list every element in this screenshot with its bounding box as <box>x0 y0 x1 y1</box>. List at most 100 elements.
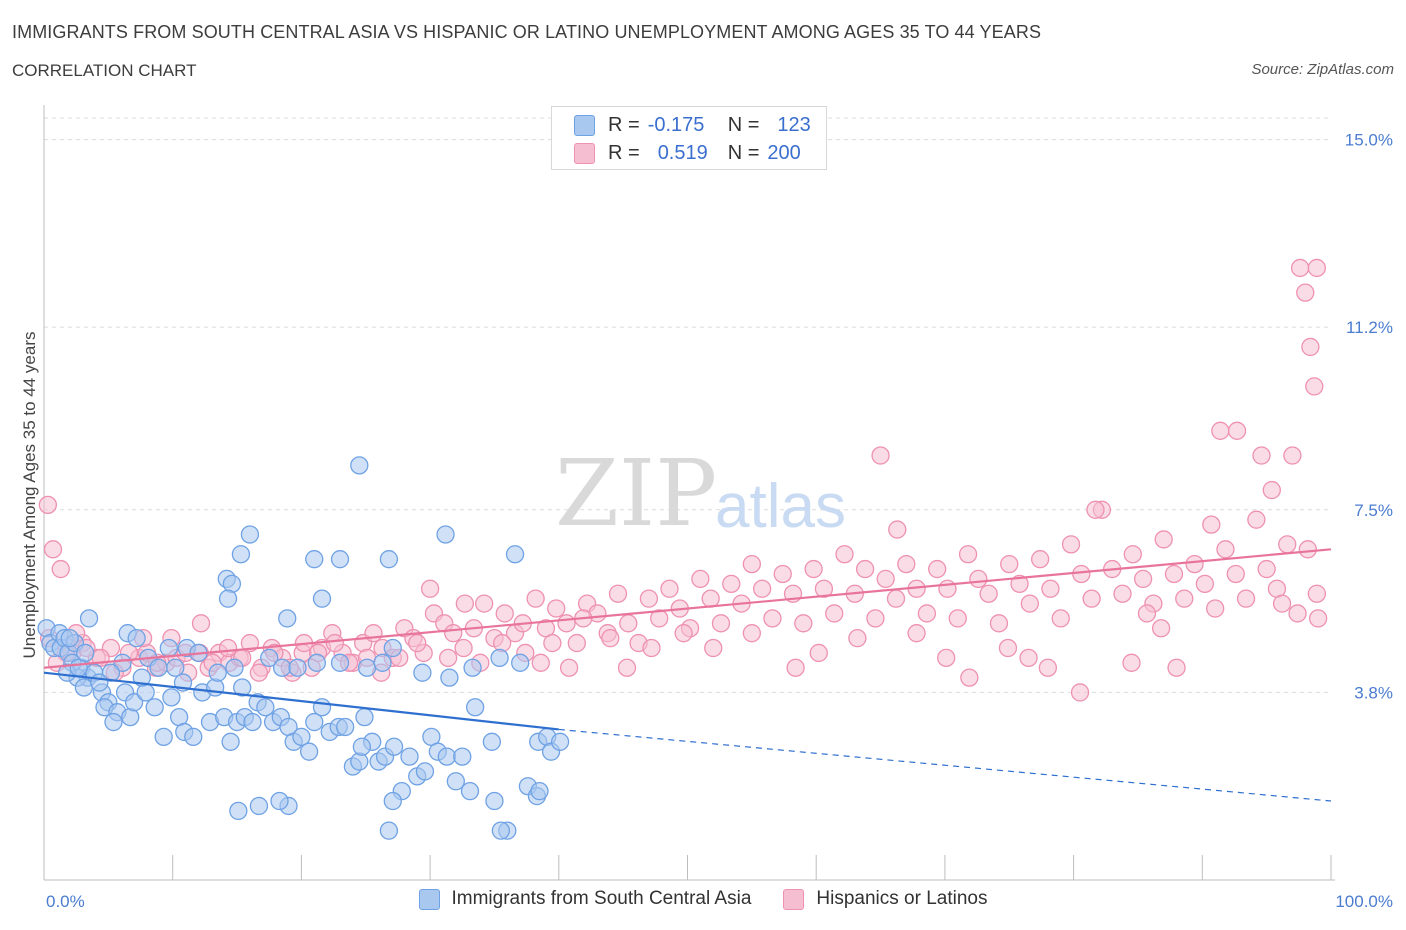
series-legend: Immigrants from South Central Asia Hispa… <box>0 888 1406 910</box>
legend-label: Immigrants from South Central Asia <box>451 888 752 909</box>
hispanic-point <box>1020 594 1039 613</box>
hispanic-point <box>642 638 661 658</box>
hispanic-point <box>969 569 988 589</box>
hispanic-point <box>998 638 1018 658</box>
hispanic-point <box>650 609 669 628</box>
correlation-legend: R = -0.175 N = 123 R = 0.519 N = 200 <box>551 106 827 170</box>
asia-point <box>240 525 260 544</box>
asia-point <box>384 737 404 756</box>
asia-point <box>330 653 350 672</box>
hispanic-point <box>1296 283 1315 302</box>
asia-point <box>413 663 432 682</box>
asia-point <box>233 678 252 697</box>
asia-point <box>373 653 392 672</box>
hispanic-point <box>814 579 834 598</box>
asia-point <box>482 732 502 751</box>
hispanic-point <box>979 584 998 603</box>
asia-point <box>379 550 399 569</box>
hispanic-point <box>1301 337 1320 357</box>
asia-point <box>90 673 109 692</box>
hispanic-point <box>1272 594 1292 613</box>
hispanic-point <box>43 540 63 559</box>
asia-point <box>299 742 319 761</box>
blue-swatch <box>574 114 595 136</box>
hispanic-point <box>855 559 875 579</box>
asia-point <box>132 668 151 687</box>
asia-point <box>162 688 181 707</box>
hispanic-point <box>1257 559 1276 579</box>
asia-trend-line <box>43 671 559 731</box>
south-central-asia-points <box>37 456 570 840</box>
asia-point <box>355 707 374 727</box>
legend-row-blue: R = -0.175 N = 123 <box>574 113 811 137</box>
hispanic-point <box>907 624 926 643</box>
hispanic-point <box>752 579 772 598</box>
hispanic-point <box>1113 584 1132 603</box>
chart-title: IMMIGRANTS FROM SOUTH CENTRAL ASIA VS HI… <box>12 22 1042 42</box>
hispanic-point <box>1133 569 1153 589</box>
y-tick-label: 11.2% <box>1346 318 1393 337</box>
asia-point <box>312 698 332 717</box>
asia-point <box>550 732 570 751</box>
asia-point <box>330 550 350 569</box>
r-value: -0.175 <box>647 113 705 136</box>
hispanic-point <box>51 559 70 579</box>
asia-point <box>149 658 168 677</box>
y-axis-label: Unemployment Among Ages 35 to 44 years <box>20 332 39 659</box>
hispanic-point <box>408 633 427 653</box>
hispanic-point <box>1061 535 1081 554</box>
asia-point <box>350 456 369 475</box>
asia-point <box>352 737 372 756</box>
asia-point <box>208 663 227 682</box>
n-value: 200 <box>767 141 801 164</box>
asia-point <box>383 791 402 811</box>
y-tick-labels: 3.8% 7.5% 11.2% 15.0% <box>1345 131 1393 703</box>
hispanic-point <box>711 614 731 633</box>
hispanic-point <box>531 653 550 672</box>
hispanic-point <box>1137 604 1157 623</box>
hispanic-point <box>526 589 545 608</box>
asia-point <box>184 727 203 747</box>
hispanic-point <box>1185 554 1204 574</box>
asia-point <box>400 747 419 766</box>
hispanic-point <box>1030 550 1050 569</box>
hispanic-point <box>1305 377 1324 396</box>
hispanic-point <box>608 584 628 603</box>
watermark-zip: ZIP <box>555 440 717 547</box>
asia-point <box>463 658 482 677</box>
hispanic-point <box>871 446 890 465</box>
r-label: R = <box>608 113 640 136</box>
hispanic-point <box>691 569 710 589</box>
asia-point <box>350 752 369 771</box>
hispanic-point <box>773 564 792 584</box>
hispanic-point <box>1195 574 1215 593</box>
hispanic-point <box>493 633 512 653</box>
hispanic-point <box>454 638 473 658</box>
asia-point <box>154 727 173 747</box>
chart-subtitle: CORRELATION CHART <box>12 61 197 80</box>
hispanic-point <box>38 495 58 515</box>
legend-item-south-central-asia: Immigrants from South Central Asia <box>418 888 752 910</box>
hispanic-point <box>742 624 761 643</box>
hispanic-point <box>886 589 906 608</box>
asia-point <box>530 782 549 801</box>
asia-point <box>243 712 262 732</box>
asia-point <box>270 791 289 811</box>
hispanic-point <box>866 609 885 628</box>
hispanic-point <box>1278 535 1297 554</box>
hispanic-point <box>1211 421 1230 440</box>
asia-point <box>104 712 123 732</box>
hispanic-point <box>1151 619 1171 638</box>
pink-swatch <box>574 142 595 164</box>
trend-lines <box>43 548 1332 802</box>
hispanic-point <box>938 579 957 598</box>
asia-point <box>491 821 511 840</box>
hispanic-point <box>1262 480 1281 500</box>
asia-point <box>60 628 79 648</box>
hispanic-point <box>960 668 979 687</box>
hispanic-point <box>794 614 813 633</box>
r-value: 0.519 <box>657 141 708 164</box>
hispanic-point <box>1154 530 1173 549</box>
hispanic-point <box>704 638 723 658</box>
